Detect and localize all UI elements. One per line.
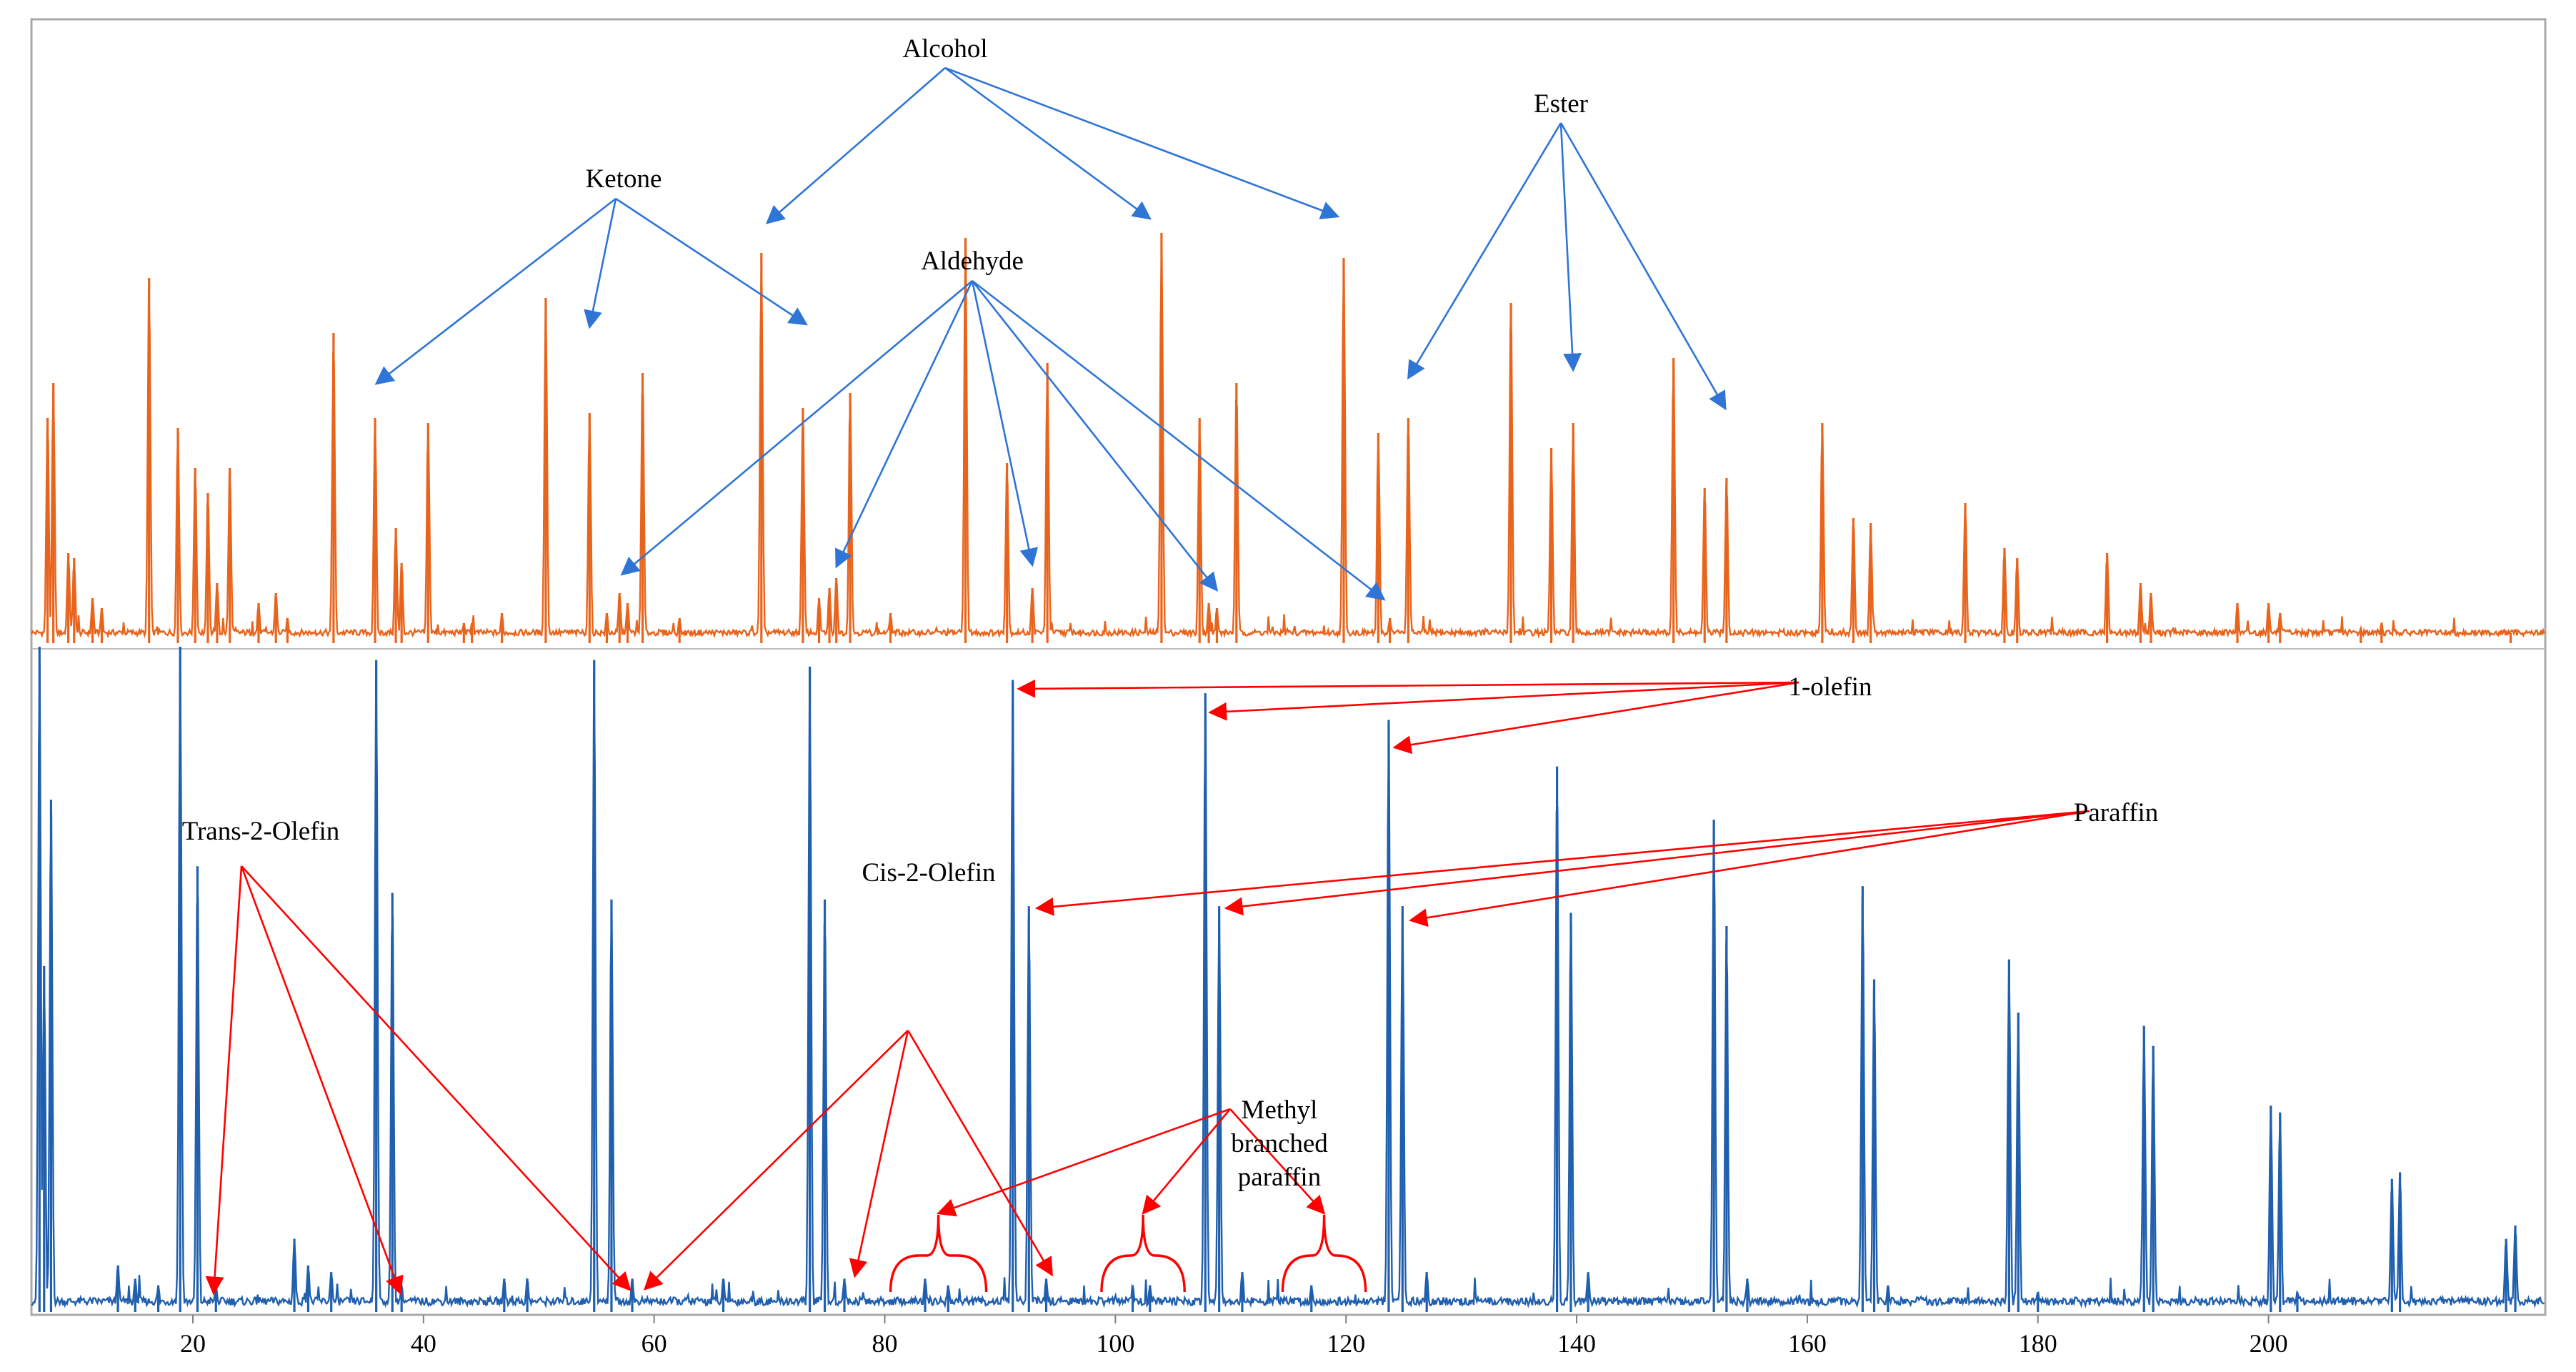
series-hydrocarbons-trace (31, 647, 2545, 1309)
x-tick-label-200: 200 (2250, 1329, 2288, 1358)
label-ester: Ester (1534, 89, 1588, 119)
arrow-methyl-branched-paraffin-1 (1142, 1108, 1231, 1215)
x-tick-label-40: 40 (411, 1329, 436, 1358)
arrow-ketone-0 (374, 197, 616, 385)
x-tick-label-100: 100 (1096, 1329, 1134, 1358)
x-tick-label-160: 160 (1788, 1329, 1827, 1358)
x-tick-label-60: 60 (641, 1329, 667, 1358)
label-trans-2-olefin: Trans-2-Olefin (182, 817, 340, 846)
series-layer (30, 233, 2545, 1312)
label-alcohol: Alcohol (902, 34, 987, 64)
label-1-olefin: 1-olefin (1788, 672, 1872, 702)
arrow-paraffin-2 (1409, 810, 2090, 928)
arrow-alcohol-2 (944, 66, 1340, 219)
plot-frame (30, 18, 2547, 1316)
arrow-ester-2 (1559, 122, 1727, 411)
arrow-ester-0 (1407, 122, 1562, 380)
arrow-ester-1 (1559, 122, 1582, 372)
label-paraffin: Paraffin (2074, 798, 2159, 827)
label-methyl: Methyl (1242, 1095, 1318, 1125)
arrow-ketone-1 (584, 198, 617, 329)
x-tick-label-120: 120 (1327, 1329, 1365, 1358)
series-oxygenates-trace (30, 234, 2545, 639)
annotation-arrows (205, 66, 2090, 1296)
x-tick-label-20: 20 (180, 1329, 206, 1358)
arrow-cis-2-olefin-2 (907, 1030, 1053, 1277)
arrow-ketone-2 (615, 197, 808, 326)
x-tick-label-140: 140 (1557, 1329, 1596, 1358)
arrow-paraffin-1 (1224, 810, 2090, 916)
arrow-aldehyde-1 (835, 280, 974, 569)
arrow-1-olefin-2 (1392, 681, 1799, 755)
arrow-alcohol-0 (765, 67, 946, 224)
arrow-aldehyde-2 (971, 280, 1039, 567)
bracket-methyl-group-2 (1100, 1214, 1186, 1293)
arrow-1-olefin-0 (1017, 679, 1799, 698)
arrow-1-olefin-1 (1208, 681, 1799, 721)
arrow-cis-2-olefin-1 (849, 1030, 909, 1278)
label-ketone: Ketone (586, 164, 662, 194)
label-branched: branched (1231, 1129, 1328, 1158)
arrow-aldehyde-3 (971, 280, 1219, 592)
arrow-trans-2-olefin-1 (240, 865, 404, 1296)
label-cis-2-olefin: Cis-2-Olefin (862, 858, 995, 888)
arrow-aldehyde-4 (972, 279, 1386, 601)
arrow-paraffin-0 (1035, 810, 2090, 916)
arrow-trans-2-olefin-2 (241, 865, 631, 1291)
x-tick-label-80: 80 (872, 1329, 898, 1358)
arrow-methyl-branched-paraffin-2 (1229, 1108, 1326, 1215)
x-axis: 20 40 60 80 100 120 140 160 180 200 (180, 1315, 2288, 1358)
arrow-aldehyde-0 (620, 280, 973, 576)
arrow-alcohol-1 (944, 66, 1152, 220)
label-paraffin-methyl: paraffin (1238, 1163, 1321, 1192)
x-tick-label-180: 180 (2019, 1329, 2057, 1358)
arrow-trans-2-olefin-0 (205, 865, 243, 1296)
bracket-methyl-group-1 (889, 1214, 988, 1293)
arrow-methyl-branched-paraffin-0 (937, 1108, 1231, 1217)
label-aldehyde: Aldehyde (921, 247, 1024, 276)
arrow-cis-2-olefin-0 (643, 1030, 909, 1291)
bracket-methyl-group-3 (1281, 1214, 1367, 1293)
